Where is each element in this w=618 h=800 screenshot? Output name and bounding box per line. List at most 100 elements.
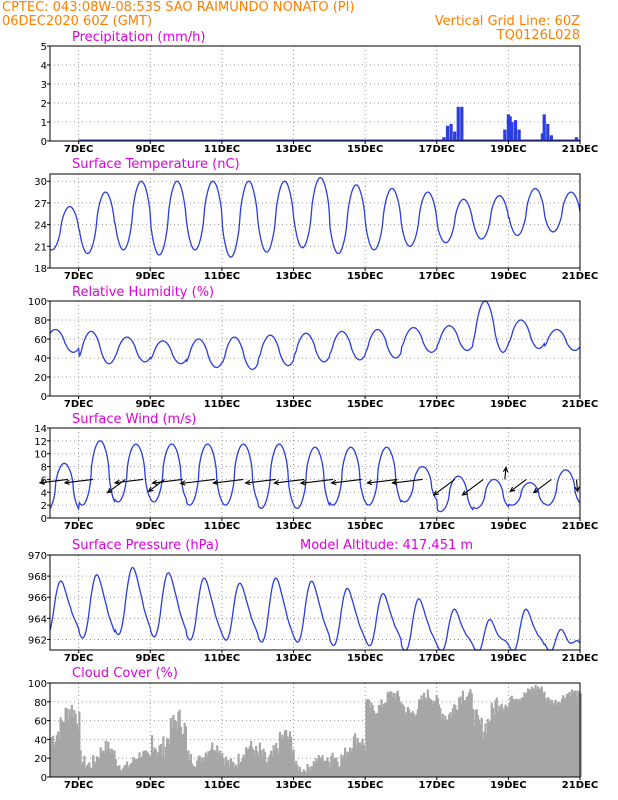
wind-arrow-head — [179, 480, 186, 486]
cloud-bar — [132, 757, 135, 777]
cloud-bar — [257, 755, 260, 777]
cloud-bar — [535, 689, 538, 777]
cloud-bar — [390, 691, 393, 777]
x-tick-label: 9DEC — [136, 399, 165, 410]
y-tick-label: 10 — [34, 450, 47, 461]
cloud-bar — [453, 704, 456, 777]
cloud-bar — [58, 738, 61, 777]
cloud-bar — [443, 721, 446, 777]
cloud-bar — [563, 697, 566, 777]
cloud-bar — [352, 736, 355, 777]
cloud-bar — [98, 758, 101, 777]
cloud-bar — [117, 766, 120, 777]
wind-arrow-head — [106, 487, 113, 494]
cloud-bar — [315, 758, 318, 777]
x-tick-label: 11DEC — [204, 144, 240, 155]
cloud-bar — [256, 751, 259, 777]
cloud-bar — [350, 751, 353, 777]
y-tick-label: 968 — [28, 572, 47, 583]
cloud-bar — [455, 710, 458, 777]
cloud-bar — [144, 750, 147, 777]
cloud-bar — [381, 706, 384, 777]
y-tick-label: 3 — [41, 80, 47, 91]
cloud-bar — [493, 715, 496, 777]
x-tick-label: 21DEC — [562, 653, 598, 664]
y-tick-label: 24 — [34, 221, 47, 232]
cloud-bar — [567, 693, 570, 777]
wind-arrow — [433, 478, 455, 496]
cloud-bar — [436, 698, 439, 777]
cloud-bar — [476, 715, 480, 777]
cloud-bar — [321, 755, 324, 777]
y-tick-label: 5 — [41, 42, 47, 53]
cloud-bar — [270, 750, 273, 777]
cloud-bar — [253, 755, 256, 777]
cloud-bar — [416, 709, 419, 777]
precip-bar — [574, 137, 579, 141]
cloud-bar — [538, 688, 541, 777]
cloud-bar — [529, 690, 532, 777]
cloud-bar — [460, 703, 463, 777]
cloud-bar — [351, 748, 354, 777]
cloud-bar — [206, 756, 209, 777]
cloud-bar — [147, 753, 150, 777]
cloud-bar — [251, 747, 254, 777]
x-tick-label: 7DEC — [64, 271, 93, 282]
x-tick-label: 13DEC — [275, 271, 311, 282]
precip-bar — [517, 129, 521, 141]
cloud-bar — [317, 754, 320, 777]
cloud-bar — [552, 705, 555, 777]
cloud-bar — [445, 719, 448, 777]
cloud-bar — [67, 720, 70, 777]
cloud-bar — [379, 705, 382, 777]
wind-arrow-head — [212, 479, 219, 486]
cloud-bar — [102, 750, 105, 777]
wind-arrow — [575, 479, 579, 492]
cloud-bar — [192, 766, 195, 777]
x-tick-label: 13DEC — [275, 144, 311, 155]
cloud-bar — [468, 692, 471, 777]
x-tick-label: 11DEC — [204, 653, 240, 664]
cloud-bar — [72, 717, 75, 777]
wind-arrow-head — [151, 479, 158, 486]
cloud-bar — [435, 695, 438, 777]
cloud-bar — [473, 726, 476, 777]
wind-arrow — [533, 478, 552, 494]
cloud-bar — [533, 689, 536, 777]
x-tick-label: 9DEC — [136, 271, 165, 282]
cloud-bar — [486, 718, 490, 777]
panel-title-cloud: Cloud Cover (%) — [72, 666, 178, 681]
cloud-bar — [405, 712, 408, 777]
cloud-bar — [532, 688, 535, 777]
cloud-bar — [157, 751, 160, 777]
x-tick-label: 17DEC — [419, 399, 455, 410]
cloud-bar — [420, 695, 423, 777]
cloud-bar — [196, 760, 199, 777]
cloud-bar — [154, 749, 157, 777]
cloud-bar — [260, 750, 263, 777]
series-line-temperature — [49, 177, 581, 258]
cloud-bar — [382, 703, 386, 777]
cloud-bar — [463, 700, 466, 777]
cloud-bar — [50, 737, 53, 777]
wind-arrow-head — [391, 479, 398, 486]
y-tick-label: 962 — [28, 635, 47, 646]
cloud-bar — [441, 713, 444, 777]
cloud-bar — [92, 755, 95, 777]
cloud-bar — [303, 771, 307, 777]
cloud-bar — [474, 709, 477, 777]
cloud-bar — [525, 692, 528, 777]
cloud-bar — [409, 712, 412, 777]
precip-bar — [508, 116, 512, 141]
x-tick-label: 7DEC — [64, 521, 93, 532]
wind-arrow — [64, 478, 94, 484]
cloud-bar — [109, 752, 112, 777]
cloud-bar — [503, 707, 506, 777]
precip-bar — [442, 137, 446, 141]
cloud-bar — [79, 750, 82, 777]
precip-bar — [445, 125, 450, 141]
cloud-bar — [302, 769, 305, 777]
cloud-bar — [427, 697, 431, 777]
cloud-bar — [285, 729, 288, 777]
